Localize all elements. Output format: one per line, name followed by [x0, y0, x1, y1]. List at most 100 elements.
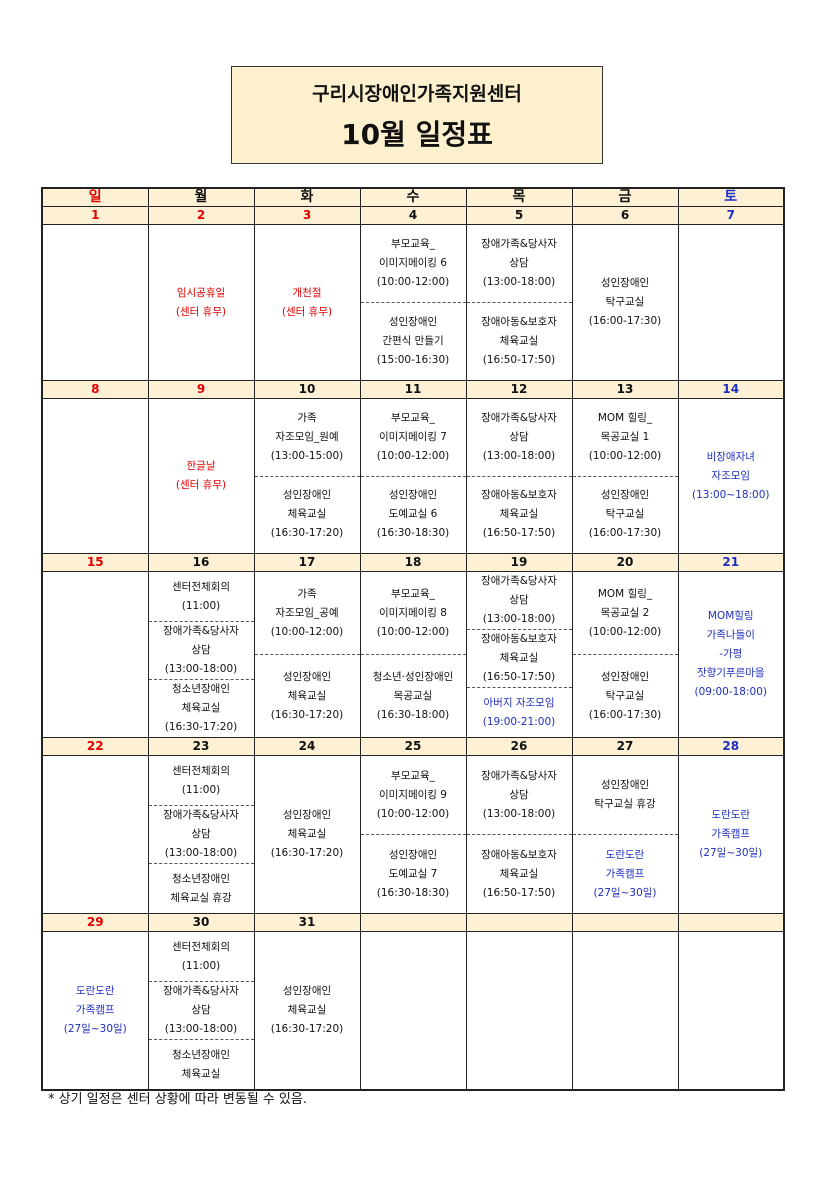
event-line: (13:00-18:00) [164, 847, 238, 859]
date-cell: 19 [465, 553, 573, 572]
date-row: 29 30 31 [41, 913, 785, 932]
event-line: 성인장애인 [282, 985, 332, 997]
event-line: (13:00-18:00) [164, 1023, 238, 1035]
event-line: 간편식 만들기 [382, 335, 444, 347]
day-cell [677, 224, 785, 381]
event-line: (16:30-17:20) [270, 527, 344, 540]
event: 한글날 (센터 휴무) [149, 400, 253, 553]
schedule-title: 10월 일정표 [341, 118, 493, 151]
event-line: 비장애자녀 [706, 450, 755, 463]
event-line: 체육교실 [181, 702, 221, 714]
event: 성인장애인 체육교실 (16:30-17:20) [255, 932, 359, 1089]
day-events: 한글날 (센터 휴무) [149, 400, 253, 553]
date: 27 [616, 739, 634, 753]
event-line: 자조모임_공예 [275, 606, 339, 619]
day-events: 장애가족&당사자 상담 (13:00-18:00) 장애아동&보호자 체육교실 (16:5… [467, 400, 571, 553]
event-line: (15:00-16:30) [376, 354, 450, 366]
day-cell: 장애가족&당사자 상담 (13:00-18:00) 장애아동&보호자 체육교실 (16:5… [465, 755, 573, 914]
event-line: (16:30-18:30) [376, 886, 450, 899]
day-events: 장애가족&당사자 상담 (13:00-18:00) 장애아동&보호자 체육교실 (16:5… [467, 226, 571, 380]
event: 성인장애인 탁구교실 (16:00-17:30) [573, 226, 677, 380]
day-cell: 센터전체회의 (11:00) 장애가족&당사자 상담 (13:00-18:00) 청소년장… [147, 571, 255, 738]
date: 3 [302, 208, 312, 222]
event: 센터전체회의 (11:00) [149, 573, 253, 622]
event-line: 탁구교실 [605, 296, 645, 308]
event-line: (10:00-12:00) [270, 625, 344, 638]
weekday: 토 [677, 187, 785, 207]
event-line: 상담 [509, 430, 529, 443]
event-line: (11:00) [181, 959, 221, 972]
date-cell [359, 913, 467, 932]
date: 8 [91, 382, 100, 396]
date-cell: 30 [147, 913, 255, 932]
day-cell: MOM 힐링_ 목공교실 2 (10:00-12:00) 성인장애인 탁구교실 (16:0… [571, 571, 679, 738]
event-line: (10:00-12:00) [376, 807, 450, 820]
date: 11 [404, 382, 422, 396]
date-cell: 17 [253, 553, 361, 572]
event: 성인장애인 체육교실 (16:30-17:20) [255, 757, 359, 913]
event: 장애아동&보호자 체육교실 (16:50-17:50) [467, 834, 571, 913]
event-line: 체육교실 [499, 335, 539, 347]
day-cell [677, 931, 785, 1091]
date-cell: 15 [41, 553, 149, 572]
event-line: (16:50-17:50) [482, 527, 556, 540]
event-line: (09:00-18:00) [694, 686, 767, 698]
event-line: 가족 [297, 587, 317, 600]
day-events: 가족 자조모임_원예 (13:00-15:00) 성인장애인 체육교실 (16:30-17… [255, 400, 359, 553]
date-cell: 12 [465, 380, 573, 399]
weekday: 금 [571, 187, 679, 207]
day-cell: 센터전체회의 (11:00) 장애가족&당사자 상담 (13:00-18:00) 청소년장… [147, 755, 255, 914]
event: 장애가족&당사자 상담 (13:00-18:00) [149, 981, 253, 1039]
date-row: 22 23 24 25 26 27 28 [41, 737, 785, 756]
day-cell: 성인장애인 탁구교실 휴강 도란도란 가족캠프 (27일~30일) [571, 755, 679, 914]
event-line: 상담 [509, 594, 529, 606]
date: 5 [514, 208, 524, 222]
day-events: 장애가족&당사자 상담 (13:00-18:00) 장애아동&보호자 체육교실 (16:5… [467, 573, 571, 737]
event-line: 목공교실 1 [600, 430, 650, 443]
day-cell [41, 571, 149, 738]
day-cell: 장애가족&당사자 상담 (13:00-18:00) 장애아동&보호자 체육교실 (16:5… [465, 224, 573, 381]
day-cell: 부모교육_ 이미지메이킹 7 (10:00-12:00) 성인장애인 도예교실 6 (16… [359, 398, 467, 554]
event: 성인장애인 탁구교실 (16:00-17:30) [573, 475, 677, 553]
calendar: 일 월 화 수 목 금 토 1 2 3 4 5 6 7 임시공휴일 (센터 휴무) 개천절 (센터 휴무) 부모교육… [41, 187, 785, 1091]
day-cell: 한글날 (센터 휴무) [147, 398, 255, 554]
event-line: (13:00-18:00) [482, 449, 556, 462]
date-cell: 31 [253, 913, 361, 932]
day-events: 성인장애인 체육교실 (16:30-17:20) [255, 757, 359, 913]
date: 29 [86, 915, 104, 929]
event: 청소년장애인 체육교실 [149, 1039, 253, 1089]
event: 부모교육_ 이미지메이킹 9 (10:00-12:00) [361, 757, 465, 835]
date: 9 [196, 382, 206, 396]
event-line: 체육교실 [287, 689, 327, 702]
date-cell: 20 [571, 553, 679, 572]
event: 성인장애인 체육교실 (16:30-17:20) [255, 654, 359, 737]
date-cell: 27 [571, 737, 679, 756]
event-line: 장애가족&당사자 [163, 809, 239, 821]
event: 청소년·성인장애인 목공교실 (16:30-18:00) [361, 654, 465, 737]
date: 19 [510, 555, 528, 569]
event-line: 청소년·성인장애인 [372, 670, 454, 683]
date: 17 [298, 555, 316, 569]
date-row: 15 16 17 18 19 20 21 [41, 553, 785, 572]
event-line: (16:30-17:20) [270, 1023, 344, 1035]
event-line: 성인장애인 [282, 809, 332, 821]
day-cell: 도란도란 가족캠프 (27일~30일) [41, 931, 149, 1091]
day-cell: MOM 힐링_ 목공교실 1 (10:00-12:00) 성인장애인 탁구교실 (16:0… [571, 398, 679, 554]
event: 센터전체회의 (11:00) [149, 757, 253, 806]
event-line: 성인장애인 [600, 277, 650, 289]
day-events: 임시공휴일 (센터 휴무) [149, 226, 253, 380]
event-line: 자조모임_원예 [275, 430, 339, 443]
event-line: (16:30-18:00) [376, 708, 450, 721]
event-line: 도예교실 7 [388, 867, 438, 880]
event: 성인장애인 탁구교실 (16:00-17:30) [573, 654, 677, 737]
event-line: 장애아동&보호자 [481, 848, 557, 861]
event: 비장애자녀 자조모임 (13:00~18:00) [679, 400, 783, 553]
day-cell [465, 931, 573, 1091]
event-line: 도란도란 [605, 848, 645, 861]
event-line: 성인장애인 [388, 316, 438, 328]
event: 성인장애인 도예교실 6 (16:30-18:30) [361, 475, 465, 553]
event: 장애가족&당사자 상담 (13:00-18:00) [467, 226, 571, 303]
event-line: 장애아동&보호자 [481, 489, 557, 502]
